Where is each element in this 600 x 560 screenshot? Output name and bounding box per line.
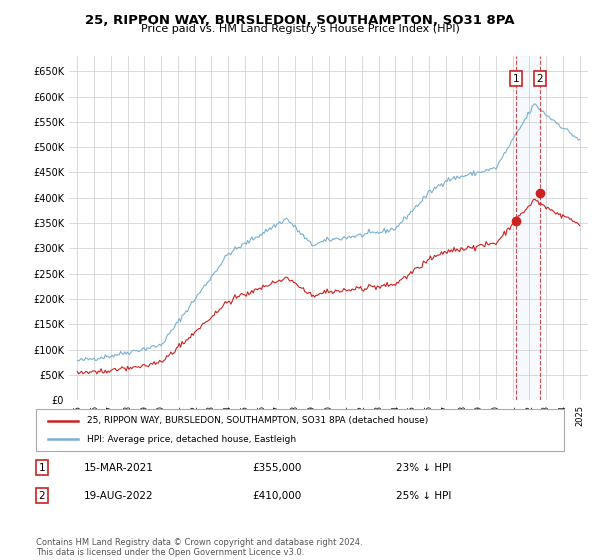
Text: Price paid vs. HM Land Registry's House Price Index (HPI): Price paid vs. HM Land Registry's House … bbox=[140, 24, 460, 34]
Text: 25, RIPPON WAY, BURSLEDON, SOUTHAMPTON, SO31 8PA: 25, RIPPON WAY, BURSLEDON, SOUTHAMPTON, … bbox=[85, 14, 515, 27]
Text: 25% ↓ HPI: 25% ↓ HPI bbox=[396, 491, 451, 501]
Text: 23% ↓ HPI: 23% ↓ HPI bbox=[396, 463, 451, 473]
Text: £355,000: £355,000 bbox=[252, 463, 301, 473]
Text: 1: 1 bbox=[38, 463, 46, 473]
Bar bbox=[516, 56, 540, 400]
Text: 19-AUG-2022: 19-AUG-2022 bbox=[84, 491, 154, 501]
Text: 2: 2 bbox=[38, 491, 46, 501]
Text: 2: 2 bbox=[536, 74, 543, 84]
Text: 1: 1 bbox=[512, 74, 520, 84]
Text: £410,000: £410,000 bbox=[252, 491, 301, 501]
Text: Contains HM Land Registry data © Crown copyright and database right 2024.
This d: Contains HM Land Registry data © Crown c… bbox=[36, 538, 362, 557]
Text: 15-MAR-2021: 15-MAR-2021 bbox=[84, 463, 154, 473]
Text: 25, RIPPON WAY, BURSLEDON, SOUTHAMPTON, SO31 8PA (detached house): 25, RIPPON WAY, BURSLEDON, SOUTHAMPTON, … bbox=[87, 416, 428, 425]
Text: HPI: Average price, detached house, Eastleigh: HPI: Average price, detached house, East… bbox=[87, 435, 296, 444]
